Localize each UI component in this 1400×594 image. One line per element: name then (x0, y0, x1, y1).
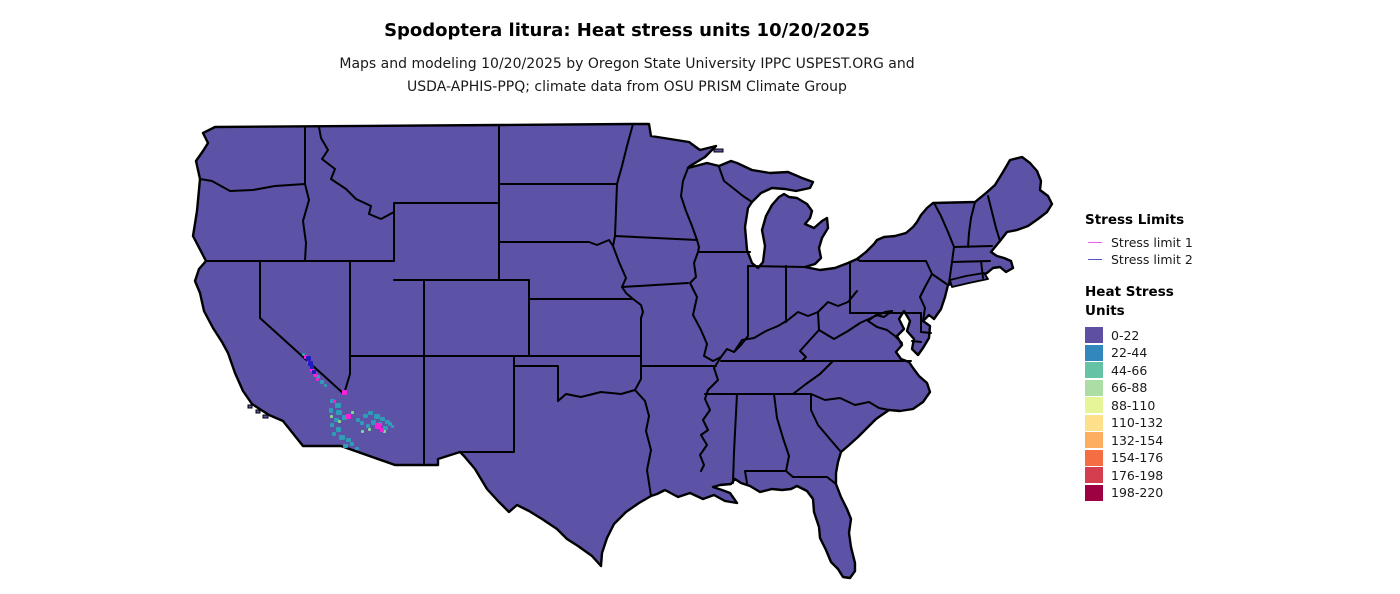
magenta-heat-spot (342, 390, 347, 395)
heat-stress-bin-swatch (1085, 362, 1103, 378)
blue-heat-spot (310, 365, 314, 369)
heat-stress-bin-row: 44-66 (1085, 362, 1385, 378)
teal-heat-spot (332, 432, 336, 436)
heat-stress-bin-label: 198-220 (1111, 485, 1164, 500)
teal-heat-spot (360, 421, 364, 425)
teal-heat-spot (380, 417, 385, 421)
island (255, 409, 261, 414)
blue-heat-spot (306, 356, 311, 361)
heat-stress-bin-label: 132-154 (1111, 432, 1164, 448)
teal-heat-spot (334, 418, 339, 422)
heat-stress-bin-swatch (1085, 379, 1103, 396)
heat-stress-bin-swatch (1085, 432, 1103, 448)
heat-stress-title-line2: Units (1085, 303, 1125, 319)
island (262, 414, 269, 419)
teal-heat-spot (371, 420, 376, 425)
blue-heat-spot (312, 370, 316, 374)
green-heat-spot (361, 430, 364, 433)
teal-heat-spot (342, 415, 347, 420)
island (247, 404, 253, 409)
heat-stress-bin-row: 22-44 (1085, 344, 1385, 361)
stress-limit-item-2: Stress limit 2 (1085, 251, 1385, 268)
heat-stress-bin-row: 198-220 (1085, 484, 1385, 501)
heat-stress-bin-row: 110-132 (1085, 414, 1385, 431)
heat-stress-bin-row: 0-22 (1085, 327, 1385, 343)
teal-heat-spot (320, 380, 324, 384)
heat-stress-title-line1: Heat Stress (1085, 284, 1174, 300)
page-title: Spodoptera litura: Heat stress units 10/… (384, 20, 870, 41)
green-heat-spot (330, 415, 333, 418)
long-island (949, 272, 989, 288)
green-heat-spot (351, 411, 354, 414)
teal-heat-spot (383, 426, 388, 430)
teal-heat-spot (366, 424, 370, 428)
state-borders (199, 123, 1001, 497)
heat-stress-bin-swatch (1085, 484, 1103, 501)
teal-heat-spot (391, 425, 394, 428)
magenta-heat-spot (346, 414, 351, 419)
teal-heat-spot (388, 422, 392, 426)
coastal-islands (247, 148, 724, 419)
heat-stress-bin-row: 154-176 (1085, 449, 1385, 466)
subtitle-line-2: USDA-APHIS-PPQ; climate data from OSU PR… (407, 79, 847, 95)
stress-limit-label: Stress limit 2 (1111, 252, 1193, 267)
green-heat-spot (338, 420, 341, 423)
teal-heat-spot (336, 410, 342, 415)
teal-heat-spot (374, 414, 380, 419)
us-land-outline (191, 122, 1054, 580)
heat-stress-bin-row: 176-198 (1085, 467, 1385, 483)
subtitle-line-1: Maps and modeling 10/20/2025 by Oregon S… (339, 56, 915, 72)
stress-limit-label: Stress limit 1 (1111, 235, 1193, 250)
teal-heat-spot (330, 423, 334, 427)
teal-heat-spot (346, 438, 351, 442)
heat-stress-bin-swatch (1085, 467, 1103, 483)
heat-stress-bin-label: 176-198 (1111, 467, 1164, 483)
stress-limits-title: Stress Limits (1085, 212, 1185, 228)
heat-stress-bin-swatch (1085, 449, 1103, 466)
heat-stress-bin-swatch (1085, 327, 1103, 343)
teal-heat-spot (336, 427, 341, 432)
heat-stress-bin-label: 22-44 (1111, 345, 1148, 360)
magenta-heat-spot (375, 423, 381, 429)
blue-heat-spot (308, 361, 313, 366)
magenta-heat-spot (316, 378, 319, 381)
teal-heat-spot (363, 414, 368, 418)
heat-stress-bin-row: 66-88 (1085, 379, 1385, 396)
heat-stress-bin-label: 154-176 (1111, 450, 1164, 465)
teal-heat-spot (350, 442, 354, 446)
island (713, 148, 724, 153)
heat-stress-bin-label: 0-22 (1111, 327, 1140, 343)
heat-stress-bin-row: 132-154 (1085, 432, 1385, 448)
heat-stress-spots-layer (302, 353, 394, 450)
heat-stress-bin-label: 110-132 (1111, 415, 1164, 430)
heat-stress-bin-swatch (1085, 414, 1103, 431)
teal-heat-spot (324, 384, 327, 387)
magenta-heat-spot (380, 428, 384, 432)
stress-limit-line-swatch (1088, 242, 1102, 243)
teal-heat-spot (355, 447, 359, 450)
heat-stress-bin-swatch (1085, 397, 1103, 413)
teal-heat-spot (368, 411, 373, 415)
heat-stress-bin-label: 44-66 (1111, 362, 1148, 378)
teal-heat-spot (356, 418, 360, 422)
heat-stress-bin-label: 88-110 (1111, 397, 1156, 413)
green-heat-spot (368, 428, 371, 431)
stress-limits-legend: Stress Limits Stress limit 1 Stress limit… (1085, 212, 1385, 268)
teal-heat-spot (343, 444, 348, 448)
teal-heat-spot (335, 403, 341, 408)
heat-stress-bin-swatch (1085, 344, 1103, 361)
stress-limit-line-swatch (1088, 259, 1102, 260)
magenta-heat-spot (333, 400, 336, 403)
stress-limit-item-1: Stress limit 1 (1085, 234, 1385, 251)
teal-heat-spot (339, 435, 345, 440)
teal-heat-spot (329, 408, 333, 413)
heat-stress-bin-row: 88-110 (1085, 397, 1385, 413)
heat-stress-bin-label: 66-88 (1111, 380, 1148, 395)
heat-stress-legend: Heat Stress Units 0-22 22-44 44-66 66-88 88-… (1085, 283, 1385, 502)
teal-heat-spot (302, 353, 305, 356)
